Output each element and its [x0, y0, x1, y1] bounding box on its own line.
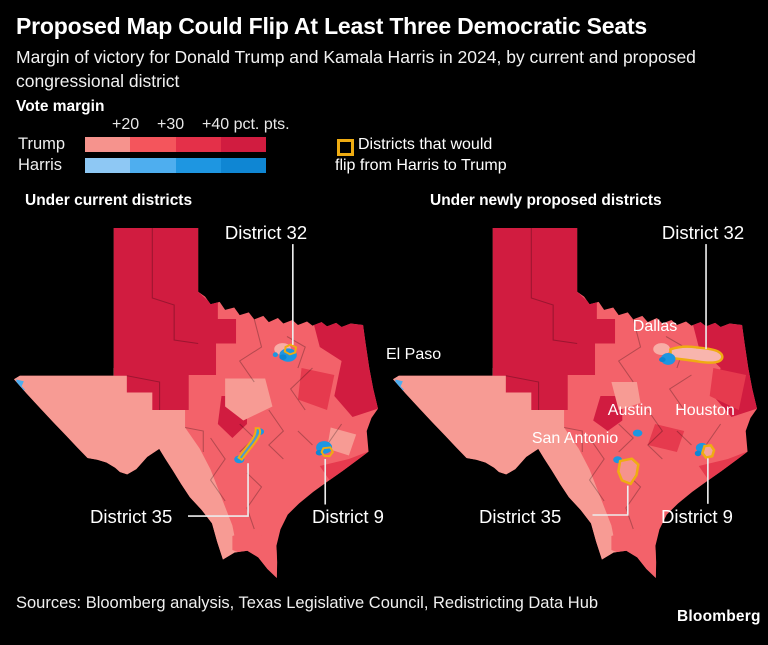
harris-scale-swatch: [220, 158, 266, 173]
city-label-dallas: Dallas: [632, 318, 678, 335]
dallas-district-dark: [279, 354, 287, 360]
region-red-central: [647, 424, 685, 452]
district-9-proposed: [700, 444, 716, 459]
callout-lines: [592, 244, 709, 516]
trump-scale-swatch: [130, 137, 176, 152]
austin-district: [632, 429, 643, 437]
legend-harris-label: Harris: [18, 156, 62, 174]
bloomberg-logo: Bloomberg: [677, 608, 761, 625]
region-pale-central: [611, 382, 641, 410]
legend-tick-40: +40 pct. pts.: [202, 116, 290, 133]
region-crimson-west: [113, 228, 237, 410]
district-35-current: [237, 427, 262, 462]
label-district-32-current: District 32: [224, 222, 308, 243]
sources-text: Sources: Bloomberg analysis, Texas Legis…: [16, 594, 599, 612]
flip-note-line1: Districts that would: [358, 136, 493, 153]
texas-map-current: [14, 228, 378, 578]
region-valley-tip: [611, 529, 656, 578]
flip-districts-current: [237, 343, 335, 462]
flip-districts-proposed: [617, 444, 716, 486]
label-district-9-current: District 9: [312, 506, 384, 527]
trump-scale-swatch: [175, 137, 221, 152]
dallas-district-dark: [659, 357, 666, 363]
texas-outline: [14, 228, 378, 578]
harris-scale-swatch: [130, 158, 176, 173]
region-red-east: [297, 368, 335, 410]
district-boundaries: [126, 228, 343, 530]
harris-scale-swatch: [175, 158, 221, 173]
region-crimson-northeast: [312, 319, 378, 417]
trump-color-scale: [85, 137, 266, 152]
label-district-32-proposed: District 32: [661, 222, 745, 243]
fort-worth-district: [272, 352, 278, 358]
city-label-san-antonio: San Antonio: [531, 430, 619, 447]
region-valley-tip: [232, 529, 277, 578]
district-32-proposed: [669, 345, 724, 364]
flip-district-icon: [337, 139, 354, 156]
region-crimson-central: [593, 396, 623, 431]
city-label-austin: Austin: [607, 402, 653, 419]
label-district-35-proposed: District 35: [479, 506, 562, 527]
region-pale-central: [225, 378, 273, 421]
texas-outline: [393, 228, 757, 578]
label-district-9-proposed: District 9: [661, 506, 733, 527]
trump-scale-swatch: [85, 137, 131, 152]
page-title: Proposed Map Could Flip At Least Three D…: [16, 13, 648, 39]
map-heading-proposed: Under newly proposed districts: [430, 192, 662, 209]
district-35-proposed: [617, 457, 640, 486]
harris-color-scale: [85, 158, 266, 173]
legend-tick-30: +30: [157, 116, 185, 133]
trump-scale-swatch: [220, 137, 266, 152]
legend-trump-label: Trump: [18, 135, 66, 153]
callout-lines: [187, 244, 327, 517]
label-district-35-current: District 35: [90, 506, 173, 527]
district-9-current: [320, 446, 335, 458]
harris-scale-swatch: [85, 158, 131, 173]
page-subtitle: Margin of victory for Donald Trump and K…: [16, 47, 696, 91]
legend-tick-20: +20: [112, 116, 140, 133]
region-pale-east: [327, 427, 357, 456]
map-heading-current: Under current districts: [25, 192, 193, 209]
region-pale-dallas: [653, 343, 671, 356]
city-label-el-paso: El Paso: [386, 346, 442, 363]
region-red-east: [709, 368, 747, 410]
region-crimson-west: [492, 228, 616, 410]
flip-note-line2: flip from Harris to Trump: [335, 157, 507, 174]
texas-map-proposed: [393, 228, 757, 578]
dallas-district: [660, 352, 676, 365]
city-label-houston: Houston: [675, 402, 735, 419]
legend-heading: Vote margin: [16, 98, 105, 115]
houston-district-dark: [694, 450, 702, 457]
district-32-current: [283, 343, 298, 356]
